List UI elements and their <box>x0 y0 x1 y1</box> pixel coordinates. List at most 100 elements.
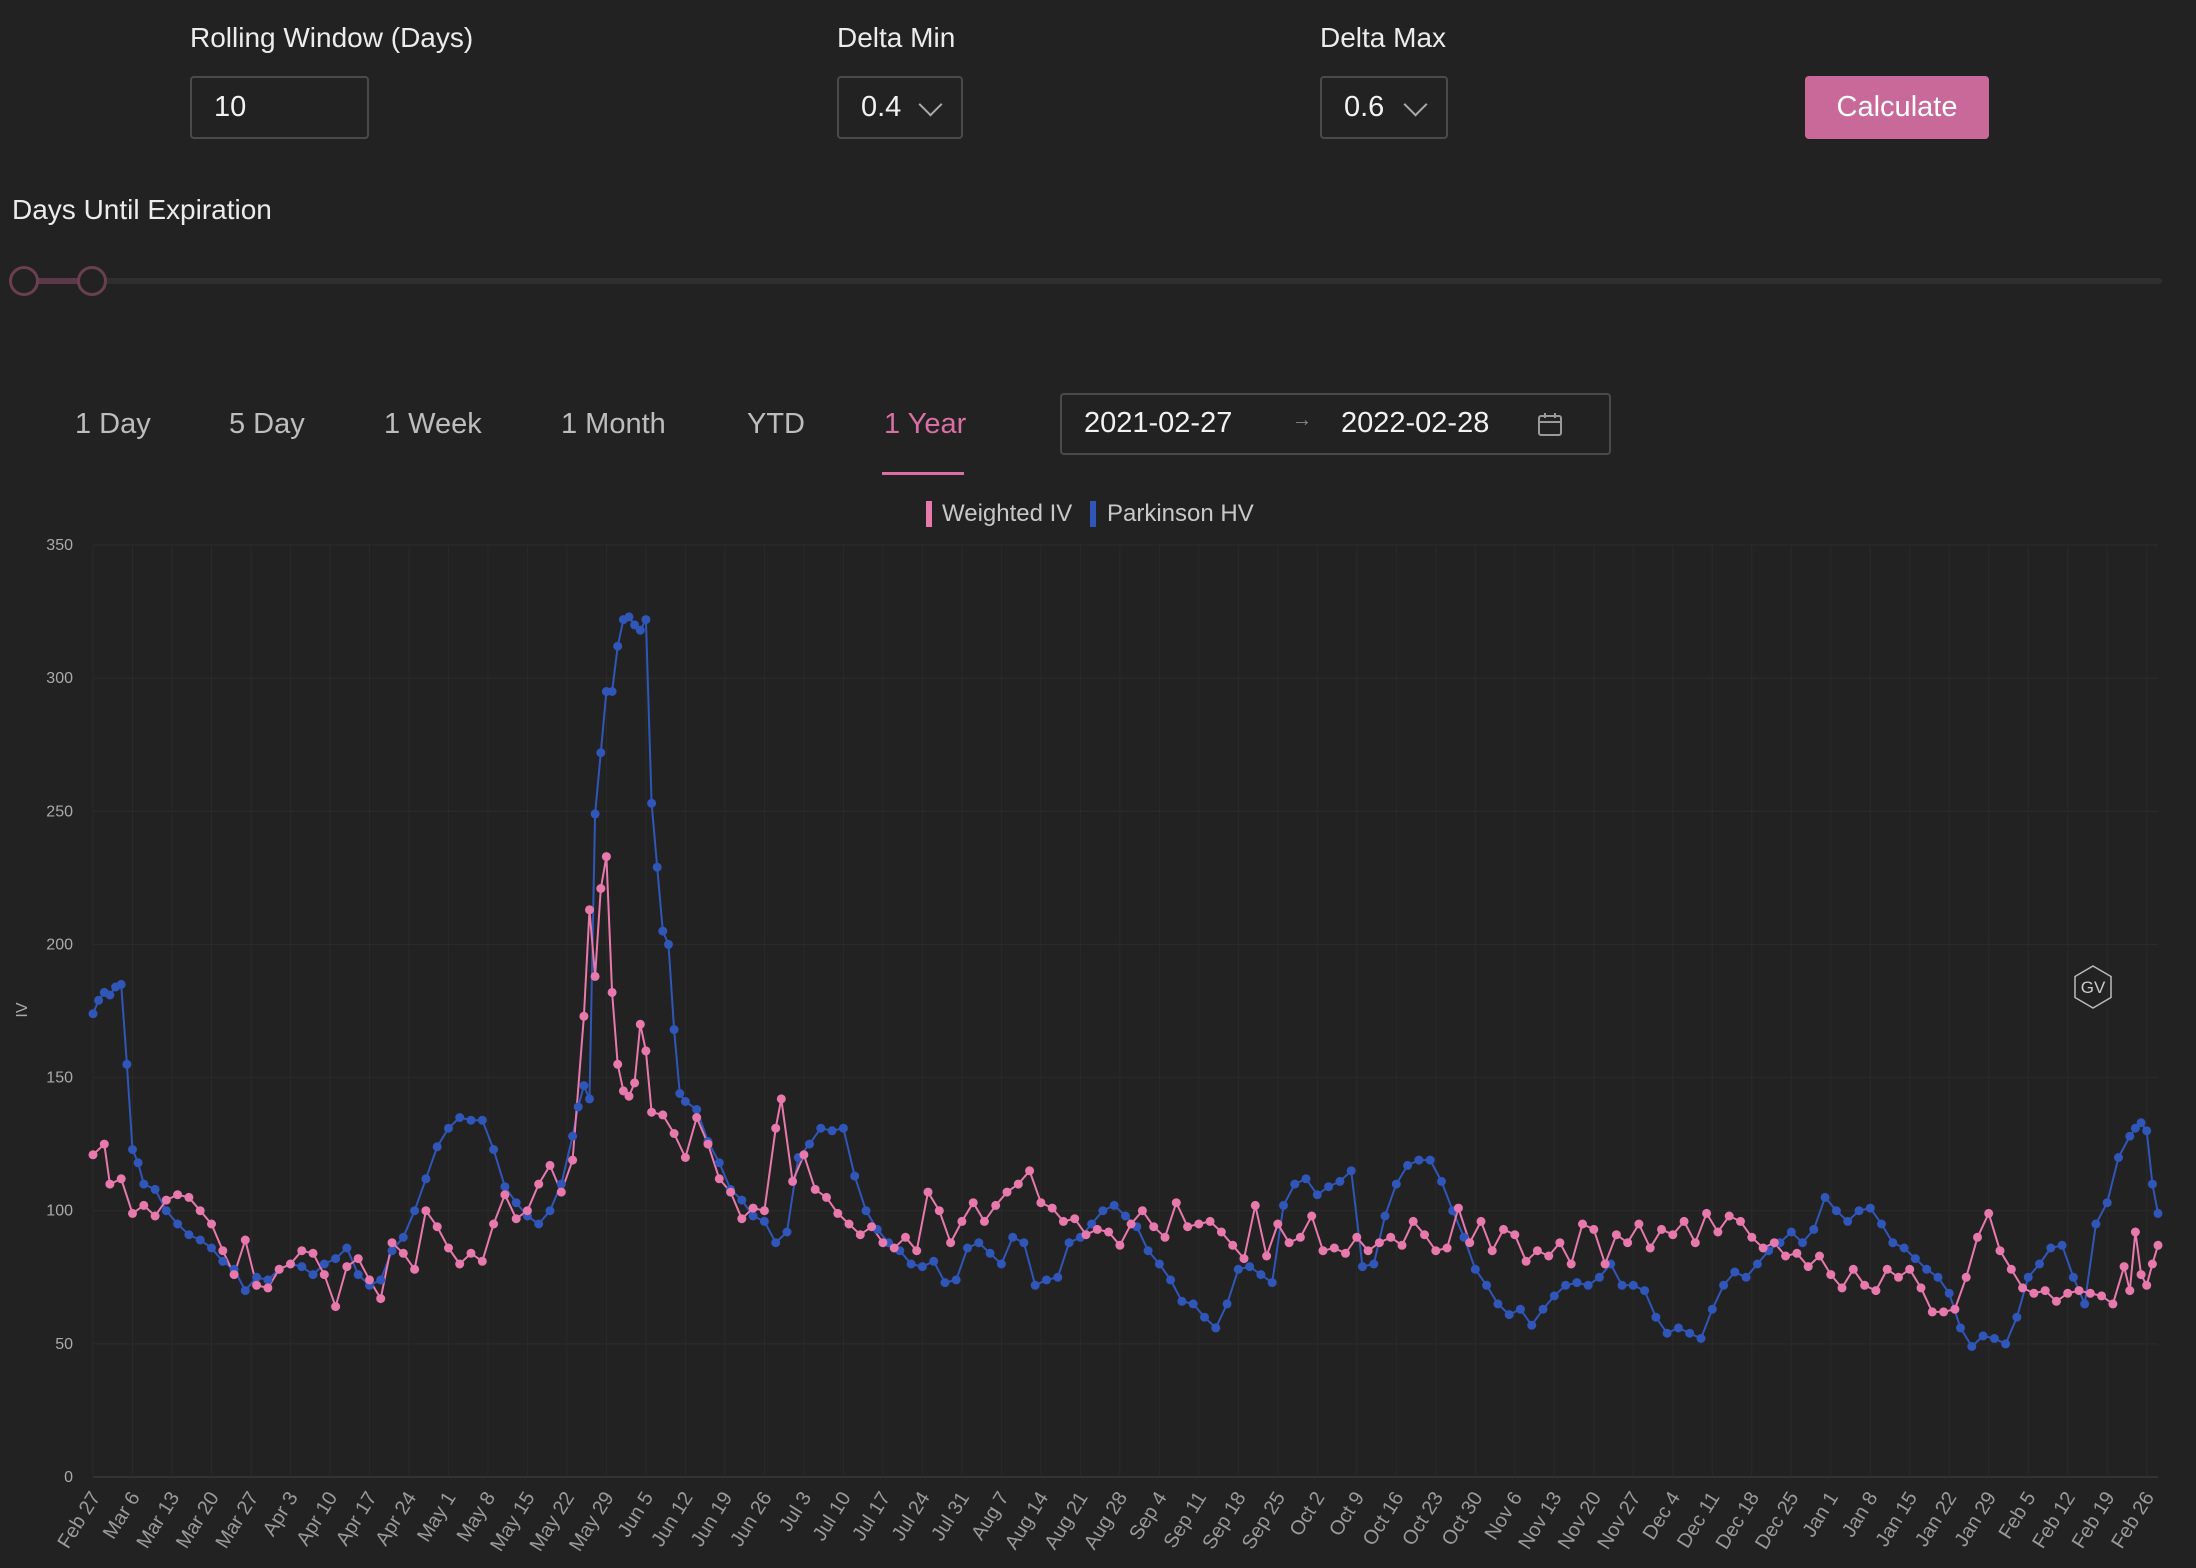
data-point-parkinson-hv <box>1425 1155 1435 1165</box>
data-point-parkinson-hv <box>613 641 623 651</box>
data-point-weighted-iv <box>1194 1219 1204 1229</box>
delta-min-select[interactable]: 0.4 <box>837 76 963 139</box>
data-point-weighted-iv <box>511 1214 521 1224</box>
x-tick-label: Oct 30 <box>1438 1488 1488 1550</box>
delta-max-select[interactable]: 0.6 <box>1320 76 1448 139</box>
legend-parkinson-hv[interactable]: Parkinson HV <box>1107 500 1254 527</box>
data-point-parkinson-hv <box>116 979 126 989</box>
data-point-parkinson-hv <box>1267 1278 1277 1288</box>
tab-1-day[interactable]: 1 Day <box>75 408 151 440</box>
data-point-weighted-iv <box>1578 1219 1587 1229</box>
date-range-start[interactable]: 2021-02-27 <box>1084 407 1233 439</box>
data-point-parkinson-hv <box>1877 1219 1886 1229</box>
data-point-weighted-iv <box>240 1235 250 1245</box>
data-point-weighted-iv <box>218 1246 228 1256</box>
data-point-parkinson-hv <box>1200 1312 1209 1322</box>
watermark-text: GV <box>2081 978 2106 997</box>
rolling-window-input[interactable] <box>192 91 367 124</box>
data-point-parkinson-hv <box>1064 1238 1074 1248</box>
data-point-weighted-iv <box>1781 1251 1791 1261</box>
data-point-parkinson-hv <box>556 1179 566 1189</box>
expiration-slider-handle-min[interactable] <box>9 266 39 296</box>
data-point-weighted-iv <box>867 1222 877 1232</box>
data-point-weighted-iv <box>1307 1211 1317 1221</box>
x-tick-label: Jul 24 <box>888 1488 935 1545</box>
data-point-parkinson-hv <box>1865 1203 1875 1213</box>
y-tick-label: 0 <box>64 1469 73 1486</box>
data-point-weighted-iv <box>252 1280 262 1290</box>
data-point-weighted-iv <box>669 1129 679 1138</box>
data-point-weighted-iv <box>810 1184 820 1194</box>
x-tick-label: Jul 31 <box>927 1488 974 1545</box>
data-point-weighted-iv <box>2119 1262 2129 1272</box>
delta-min-label: Delta Min <box>837 22 956 53</box>
tab-5-day[interactable]: 5 Day <box>229 408 305 440</box>
expiration-slider-handle-max[interactable] <box>77 266 107 296</box>
data-point-parkinson-hv <box>861 1206 871 1216</box>
date-range-picker[interactable]: 2021-02-27 → 2022-02-28 <box>1060 393 1611 455</box>
data-point-parkinson-hv <box>398 1232 408 1242</box>
data-point-parkinson-hv <box>353 1270 363 1280</box>
data-point-parkinson-hv <box>607 687 617 696</box>
data-point-parkinson-hv <box>319 1259 329 1269</box>
data-point-parkinson-hv <box>1109 1200 1119 1210</box>
data-point-weighted-iv <box>2130 1227 2140 1237</box>
data-point-parkinson-hv <box>1843 1216 1853 1226</box>
data-point-parkinson-hv <box>1978 1331 1988 1341</box>
data-point-parkinson-hv <box>2125 1131 2135 1141</box>
rolling-window-input-box[interactable] <box>190 76 369 139</box>
date-range-end[interactable]: 2022-02-28 <box>1341 407 1490 439</box>
data-point-weighted-iv <box>1623 1238 1633 1248</box>
data-point-weighted-iv <box>647 1107 657 1117</box>
data-point-weighted-iv <box>1544 1251 1554 1261</box>
legend-weighted-iv[interactable]: Weighted IV <box>942 500 1073 527</box>
data-point-parkinson-hv <box>1899 1243 1909 1253</box>
data-point-weighted-iv <box>274 1264 284 1274</box>
tab-1-week[interactable]: 1 Week <box>384 408 482 440</box>
calendar-icon[interactable] <box>1537 412 1563 443</box>
data-point-parkinson-hv <box>1967 1342 1977 1351</box>
data-point-weighted-iv <box>1792 1248 1802 1258</box>
data-point-parkinson-hv <box>1482 1280 1492 1290</box>
data-point-parkinson-hv <box>1662 1328 1672 1338</box>
data-point-parkinson-hv <box>1809 1224 1819 1234</box>
data-point-weighted-iv <box>1318 1246 1328 1256</box>
data-point-weighted-iv <box>1013 1179 1023 1189</box>
tab-1-year[interactable]: 1 Year <box>884 408 967 440</box>
data-point-parkinson-hv <box>963 1243 972 1253</box>
data-point-parkinson-hv <box>573 1102 583 1112</box>
data-point-parkinson-hv <box>624 612 634 622</box>
data-point-parkinson-hv <box>1233 1264 1243 1274</box>
tab-1-month[interactable]: 1 Month <box>561 408 666 440</box>
data-point-parkinson-hv <box>489 1145 499 1154</box>
data-point-parkinson-hv <box>951 1275 961 1285</box>
data-point-weighted-iv <box>703 1139 713 1149</box>
calculate-button[interactable]: Calculate <box>1805 76 1989 139</box>
data-point-weighted-iv <box>398 1248 408 1258</box>
data-point-weighted-iv <box>1137 1206 1147 1216</box>
data-point-weighted-iv <box>658 1110 668 1120</box>
data-point-parkinson-hv <box>1380 1211 1390 1221</box>
expiration-slider-track[interactable] <box>14 278 2162 284</box>
y-tick-label: 150 <box>46 1070 73 1087</box>
data-point-weighted-iv <box>1939 1307 1949 1317</box>
data-point-parkinson-hv <box>1403 1160 1413 1170</box>
x-tick-label: Jul 10 <box>809 1488 856 1545</box>
data-point-weighted-iv <box>195 1206 205 1216</box>
data-point-weighted-iv <box>1882 1264 1892 1274</box>
y-tick-label: 50 <box>55 1336 73 1353</box>
chart-grid <box>92 544 2158 1478</box>
data-point-weighted-iv <box>1058 1216 1068 1226</box>
data-point-weighted-iv <box>618 1086 628 1096</box>
data-point-weighted-iv <box>1668 1230 1678 1240</box>
data-point-weighted-iv <box>477 1256 487 1266</box>
chevron-down-icon <box>1403 91 1428 117</box>
data-point-weighted-iv <box>1634 1219 1644 1229</box>
data-point-weighted-iv <box>1273 1219 1283 1229</box>
data-point-parkinson-hv <box>1504 1310 1514 1320</box>
tab-ytd[interactable]: YTD <box>747 408 805 440</box>
data-point-parkinson-hv <box>1042 1275 1051 1285</box>
data-point-parkinson-hv <box>1561 1280 1571 1290</box>
data-point-parkinson-hv <box>1121 1211 1130 1221</box>
